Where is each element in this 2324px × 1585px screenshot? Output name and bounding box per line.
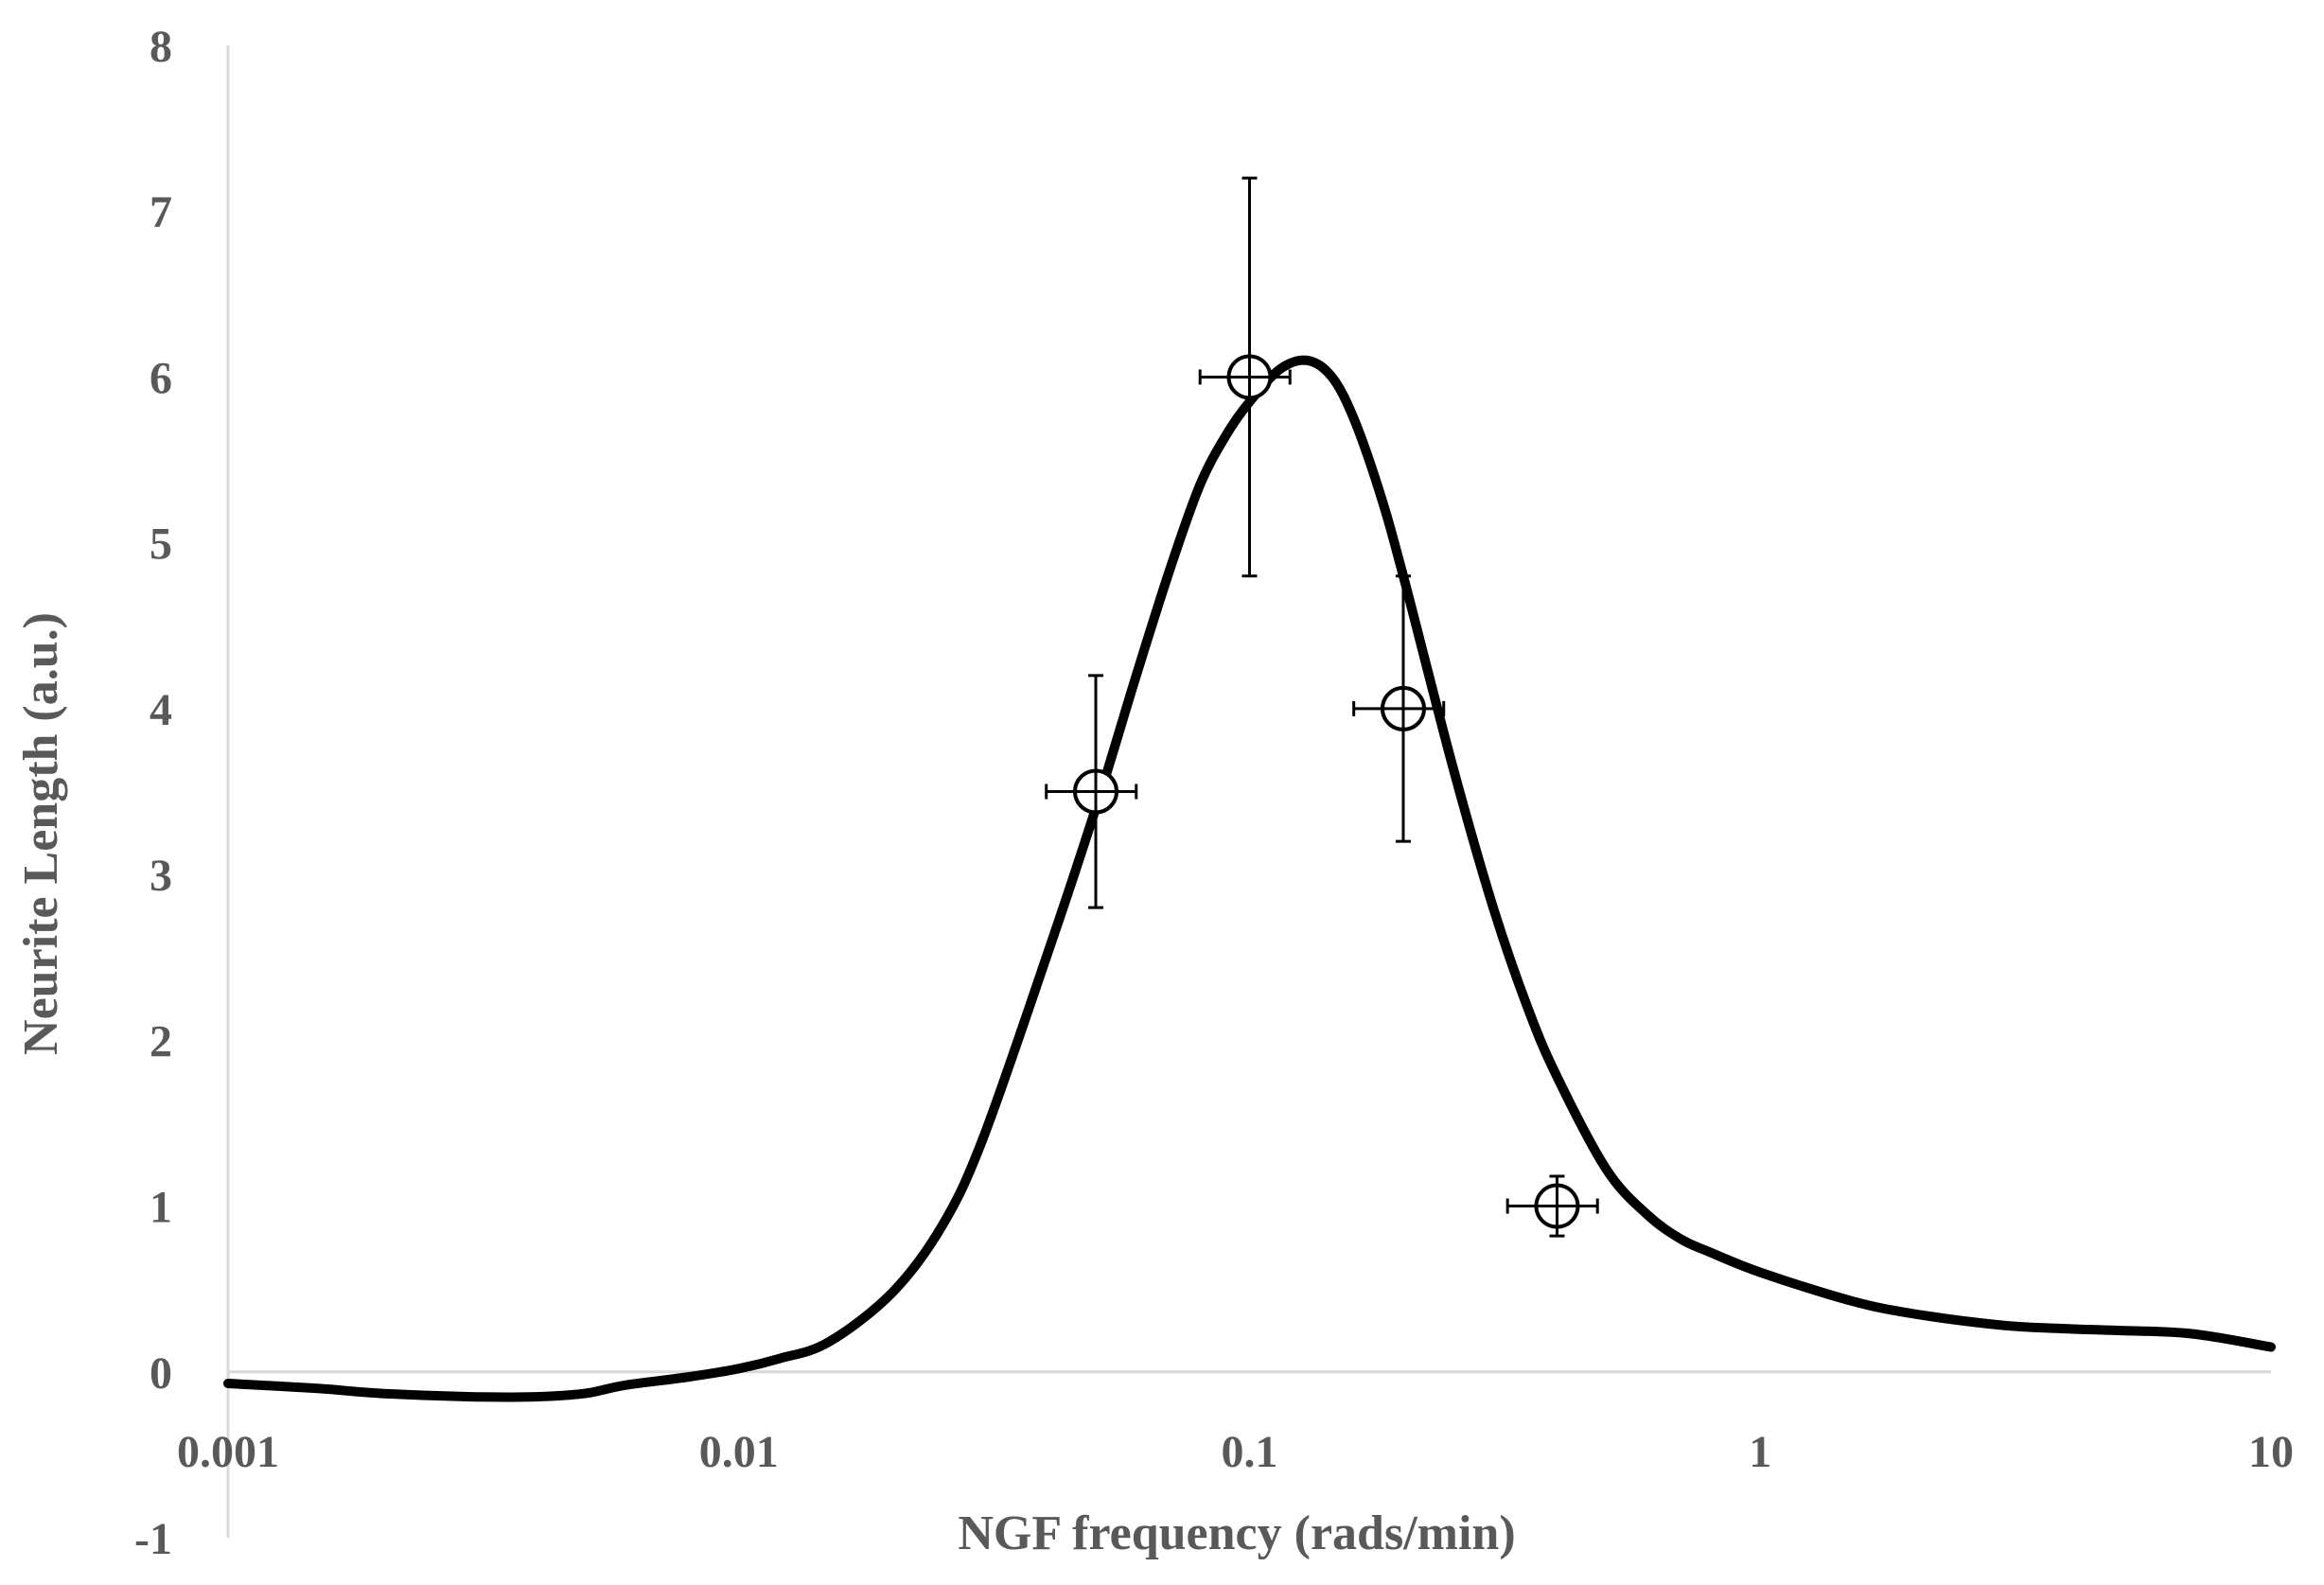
y-tick-label: 7 xyxy=(150,187,172,238)
data-point xyxy=(1198,176,1292,578)
y-tick-label: 5 xyxy=(150,520,172,570)
y-axis-tick-labels: -1 0 1 2 3 4 5 6 7 8 xyxy=(134,22,172,1564)
y-tick-label: 0 xyxy=(150,1348,172,1399)
x-axis-tick-labels: 0.001 0.01 0.1 1 10 xyxy=(177,1427,2294,1477)
y-tick-label: 8 xyxy=(150,22,172,72)
fit-curve xyxy=(223,355,2276,1402)
x-tick-label: 10 xyxy=(2248,1427,2294,1477)
x-tick-label: 0.001 xyxy=(177,1427,279,1477)
x-tick-label: 1 xyxy=(1749,1427,1771,1477)
fit-curve-group xyxy=(223,355,2276,1402)
y-tick-label: 6 xyxy=(150,353,172,403)
x-tick-label: 0.01 xyxy=(699,1427,779,1477)
data-point xyxy=(1045,674,1138,909)
data-point xyxy=(1505,1174,1599,1238)
y-tick-label: 3 xyxy=(150,851,172,901)
data-point xyxy=(1352,574,1446,843)
y-tick-label: 1 xyxy=(150,1183,172,1233)
x-axis-title: NGF frequency (rads/min) xyxy=(958,1506,1515,1560)
x-tick-label: 0.1 xyxy=(1222,1427,1278,1477)
y-tick-label: -1 xyxy=(134,1514,172,1564)
y-axis-title: Neurite Length (a.u.) xyxy=(14,612,68,1055)
y-tick-label: 4 xyxy=(150,685,172,735)
axes xyxy=(226,45,2271,1538)
data-points-group xyxy=(1045,176,1599,1238)
y-tick-label: 2 xyxy=(150,1016,172,1066)
